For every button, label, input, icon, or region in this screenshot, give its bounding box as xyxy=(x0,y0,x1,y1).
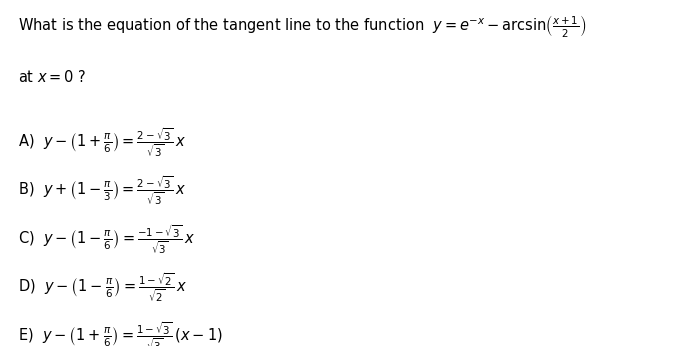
Text: B)  $y + \left(1 - \frac{\pi}{3}\right) = \frac{2 - \sqrt{3}}{\sqrt{3}}\, x$: B) $y + \left(1 - \frac{\pi}{3}\right) =… xyxy=(18,175,186,207)
Text: What is the equation of the tangent line to the function  $y = e^{-x} - \arcsin\: What is the equation of the tangent line… xyxy=(18,14,586,40)
Text: D)  $y - \left(1 - \frac{\pi}{6}\right) = \frac{1 - \sqrt{2}}{\sqrt{2}}\, x$: D) $y - \left(1 - \frac{\pi}{6}\right) =… xyxy=(18,272,187,304)
Text: at $x = 0$ ?: at $x = 0$ ? xyxy=(18,69,86,85)
Text: E)  $y - \left(1 + \frac{\pi}{6}\right) = \frac{1 - \sqrt{3}}{\sqrt{3}}\,(x - 1): E) $y - \left(1 + \frac{\pi}{6}\right) =… xyxy=(18,320,223,346)
Text: A)  $y - \left(1 + \frac{\pi}{6}\right) = \frac{2 - \sqrt{3}}{\sqrt{3}}\, x$: A) $y - \left(1 + \frac{\pi}{6}\right) =… xyxy=(18,126,186,159)
Text: C)  $y - \left(1 - \frac{\pi}{6}\right) = \frac{-1 - \sqrt{3}}{\sqrt{3}}\, x$: C) $y - \left(1 - \frac{\pi}{6}\right) =… xyxy=(18,223,195,256)
